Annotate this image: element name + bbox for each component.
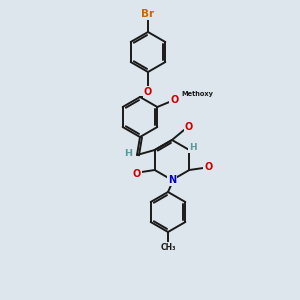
Text: CH₃: CH₃ xyxy=(160,242,176,251)
Text: O: O xyxy=(133,169,141,179)
Text: H: H xyxy=(124,148,132,158)
Text: O: O xyxy=(170,95,178,105)
Text: O: O xyxy=(185,122,193,132)
Text: O: O xyxy=(204,162,212,172)
Text: N: N xyxy=(168,175,176,185)
Text: Br: Br xyxy=(141,9,154,19)
Text: Methoxy: Methoxy xyxy=(181,91,213,97)
Text: H: H xyxy=(190,142,197,152)
Text: O: O xyxy=(144,87,152,97)
